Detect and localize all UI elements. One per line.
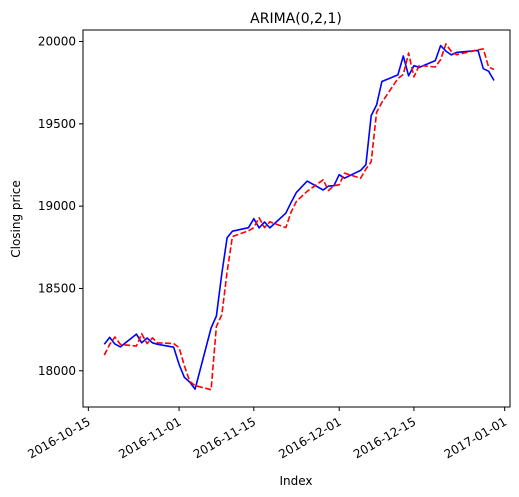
y-tick-label-4: 20000 (38, 35, 76, 49)
plot-frame (82, 29, 511, 408)
series-line-1 (103, 43, 495, 391)
y-tick-label-0: 18000 (38, 364, 76, 378)
y-axis: 18000 18500 19000 19500 20000 (38, 35, 83, 378)
y-axis-label: Closing price (9, 180, 23, 258)
x-axis-label: Index (279, 474, 312, 488)
y-tick-label-3: 19500 (38, 117, 76, 131)
series-layer (103, 43, 495, 391)
chart-title: ARIMA(0,2,1) (250, 11, 342, 27)
y-tick-label-1: 18500 (38, 281, 76, 295)
y-tick-label-2: 19000 (38, 199, 76, 213)
series-line-0 (103, 44, 495, 390)
